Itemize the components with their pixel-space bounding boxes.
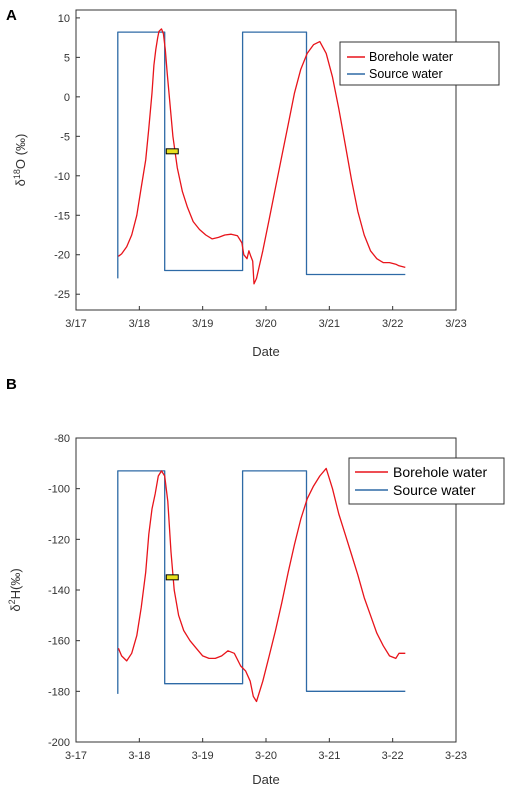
x-tick-label: 3/20 bbox=[255, 318, 276, 330]
x-tick-label: 3/22 bbox=[382, 318, 403, 330]
legend: Borehole water Source water bbox=[348, 457, 505, 505]
legend: Borehole water Source water bbox=[339, 41, 500, 86]
y-tick-label: -120 bbox=[48, 534, 70, 546]
y-tick-label: -15 bbox=[54, 210, 70, 222]
y-tick-label: -20 bbox=[54, 250, 70, 262]
panel-letter: A bbox=[6, 7, 17, 24]
x-tick-label: 3-22 bbox=[382, 750, 404, 762]
y-tick-label: -200 bbox=[48, 737, 70, 749]
y-tick-label: -160 bbox=[48, 636, 70, 648]
x-tick-label: 3-20 bbox=[255, 750, 277, 762]
source-water-line bbox=[117, 31, 406, 279]
x-ticks: 3/17 3/18 3/19 3/20 3/21 3/22 3/23 bbox=[65, 306, 467, 330]
y-tick-label: -80 bbox=[54, 433, 70, 445]
x-tick-label: 3/23 bbox=[445, 318, 466, 330]
x-tick-label: 3/18 bbox=[129, 318, 150, 330]
x-tick-label: 3/21 bbox=[319, 318, 340, 330]
y-tick-label: -180 bbox=[48, 686, 70, 698]
borehole-water-line bbox=[117, 467, 406, 703]
y-ticks: -80 -100 -120 -140 -160 -180 -200 bbox=[48, 433, 80, 749]
legend-label: Borehole water bbox=[393, 464, 488, 480]
x-tick-label: 3-19 bbox=[192, 750, 214, 762]
y-tick-label: 0 bbox=[64, 92, 70, 104]
panel-b: B -80-100-120-140-160-180-200 3-17 3-18 3-… bbox=[6, 376, 505, 787]
x-tick-label: 3/17 bbox=[65, 318, 86, 330]
series-group bbox=[117, 467, 406, 703]
marker-bar bbox=[165, 148, 179, 155]
legend-box bbox=[348, 457, 505, 505]
legend-box bbox=[339, 41, 500, 86]
y-tick-label: 5 bbox=[64, 52, 70, 64]
panel-letter: B bbox=[6, 376, 17, 393]
x-tick-label: 3-18 bbox=[128, 750, 150, 762]
y-axis-title: δ18O (‰) bbox=[12, 134, 28, 187]
marker-bar bbox=[165, 574, 179, 581]
panel-a: A 10 5 0 -5 -10 -15 -20 -25 3/17 3/18 3/19 3/20 3/2… bbox=[6, 7, 500, 359]
legend-label: Borehole water bbox=[369, 50, 453, 64]
x-ticks: 3-17 3-18 3-19 3-20 3-21 3-22 3-23 bbox=[65, 738, 467, 762]
y-tick-label: -100 bbox=[48, 484, 70, 496]
y-tick-label: -140 bbox=[48, 585, 70, 597]
y-tick-label: -10 bbox=[54, 171, 70, 183]
y-ticks: 10 5 0 -5 -10 -15 -20 -25 bbox=[54, 13, 80, 301]
y-tick-label: 10 bbox=[58, 13, 70, 25]
series-group bbox=[117, 28, 406, 285]
borehole-water-line bbox=[118, 28, 406, 285]
source-water-line bbox=[117, 470, 406, 694]
x-tick-label: 3-17 bbox=[65, 750, 87, 762]
legend-label: Source water bbox=[369, 67, 443, 81]
x-tick-label: 3-23 bbox=[445, 750, 467, 762]
x-tick-label: 3/19 bbox=[192, 318, 213, 330]
legend-label: Source water bbox=[393, 482, 476, 498]
y-axis-title: δ2H(‰) bbox=[7, 568, 23, 611]
y-tick-label: -5 bbox=[60, 131, 70, 143]
x-tick-label: 3-21 bbox=[318, 750, 340, 762]
y-tick-label: -25 bbox=[54, 289, 70, 301]
x-axis-title: Date bbox=[252, 772, 279, 787]
x-axis-title: Date bbox=[252, 344, 279, 359]
